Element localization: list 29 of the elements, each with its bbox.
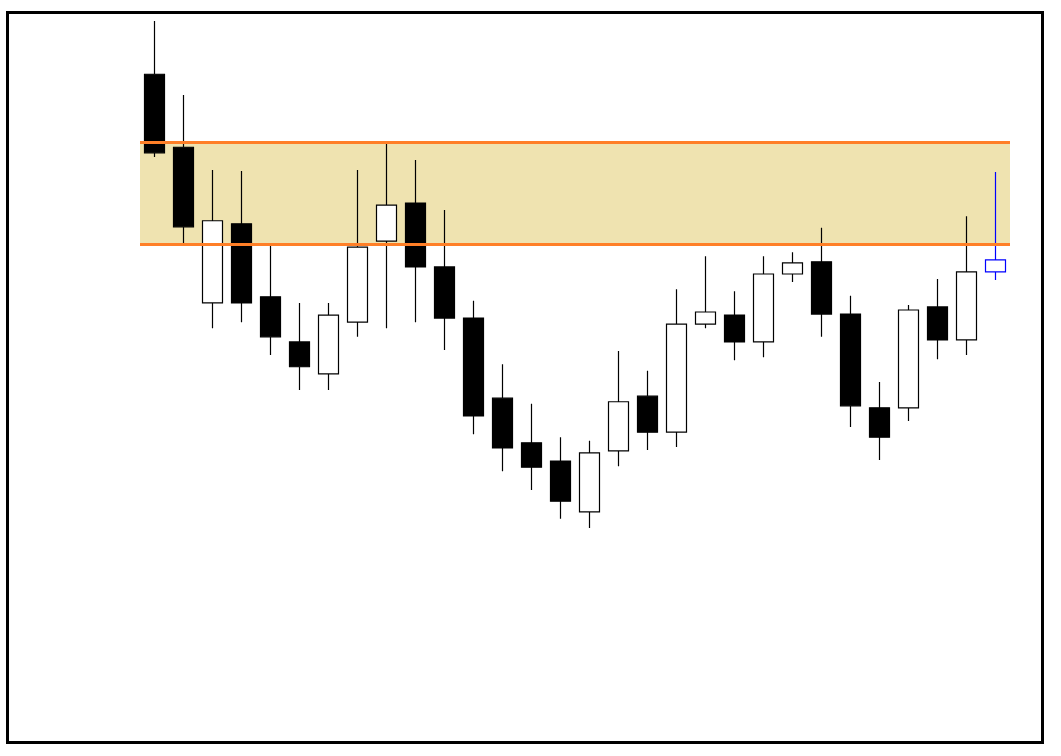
candlestick (172, 94, 195, 246)
candlestick (317, 302, 340, 391)
candlestick (143, 20, 166, 158)
candlestick (955, 215, 978, 356)
candlestick (607, 350, 630, 467)
candlestick (752, 255, 775, 358)
candlestick (462, 300, 485, 435)
candlestick (723, 290, 746, 361)
candlestick (346, 169, 369, 338)
candlestick (491, 363, 514, 472)
candlestick (201, 169, 224, 329)
candlestick (520, 403, 543, 491)
candlestick (549, 436, 572, 520)
candlestick (404, 159, 427, 323)
candlestick (868, 381, 891, 461)
candlestick (433, 209, 456, 351)
candlestick (636, 370, 659, 451)
candlestick (839, 295, 862, 428)
candlestick (926, 278, 949, 360)
candlestick (578, 440, 601, 529)
candlestick (665, 288, 688, 448)
candlestick (694, 255, 717, 329)
candlestick (897, 304, 920, 422)
candlestick (781, 251, 804, 283)
candlestick (230, 170, 253, 323)
candlestick (288, 302, 311, 391)
candlestick (984, 171, 1007, 281)
candlestick (375, 141, 398, 329)
candlestick (810, 227, 833, 338)
